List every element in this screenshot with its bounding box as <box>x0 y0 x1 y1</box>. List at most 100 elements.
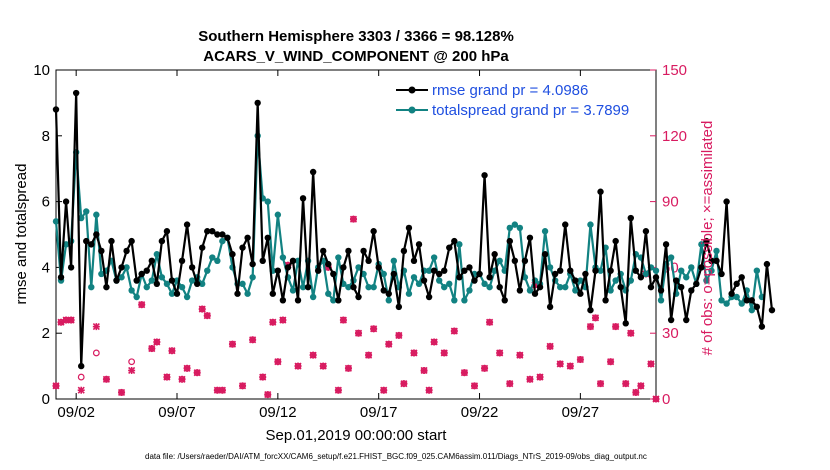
rmse-point <box>496 283 503 291</box>
totalspread-point <box>365 283 372 291</box>
obs-assimilated-marker <box>420 366 428 375</box>
totalspread-point <box>688 264 695 271</box>
totalspread-point <box>486 283 493 291</box>
rmse-point <box>425 293 433 301</box>
rmse-point <box>204 228 211 235</box>
rmse-point <box>592 267 599 274</box>
obs-assimilated-marker <box>349 215 358 223</box>
totalspread-point <box>209 254 216 261</box>
rmse-point <box>314 267 322 274</box>
totalspread-point <box>143 283 150 291</box>
y-tick-label: 8 <box>42 128 50 145</box>
rmse-point <box>259 257 266 265</box>
rmse-point <box>385 290 392 297</box>
totalspread-point <box>516 224 524 232</box>
obs-assimilated-marker <box>450 327 458 335</box>
rmse-point <box>577 290 584 297</box>
totalspread-point <box>748 306 755 314</box>
rmse-point <box>672 277 680 284</box>
obs-assimilated-marker <box>612 323 620 331</box>
obs-assimilated-marker <box>385 340 393 348</box>
rmse-point <box>390 270 398 278</box>
totalspread-point <box>330 297 337 304</box>
rmse-point <box>557 267 564 274</box>
obs-assimilated-marker <box>622 380 630 388</box>
rmse-point <box>395 303 403 311</box>
totalspread-point <box>133 293 140 301</box>
obs-assimilated-marker <box>203 312 211 320</box>
rmse-point <box>572 277 579 284</box>
rmse-point <box>355 293 362 301</box>
rmse-point <box>284 264 292 271</box>
rmse-point <box>133 277 140 284</box>
totalspread-point <box>264 198 271 205</box>
rmse-point <box>193 280 201 288</box>
obs-assimilated-marker <box>526 375 534 383</box>
rmse-point <box>274 267 282 274</box>
rmse-point <box>637 274 645 281</box>
rmse-point <box>72 89 80 97</box>
totalspread-point <box>168 290 176 297</box>
totalspread-point <box>481 280 488 288</box>
obs-assimilated-marker <box>92 323 100 331</box>
rmse-point <box>536 283 544 291</box>
totalspread-point <box>62 241 70 248</box>
totalspread-point <box>178 283 186 291</box>
rmse-point <box>118 264 125 271</box>
totalspread-point <box>572 287 579 294</box>
rmse-point <box>546 303 554 311</box>
totalspread-point <box>753 267 761 274</box>
rmse-point <box>531 290 539 297</box>
totalspread-point <box>627 277 634 284</box>
y2-tick-label: 0 <box>662 391 670 408</box>
rmse-point <box>345 247 352 255</box>
totalspread-point <box>299 283 307 291</box>
totalspread-point <box>718 297 725 304</box>
rmse-point <box>52 106 60 113</box>
obs-assimilated-marker <box>264 391 272 399</box>
rmse-point <box>98 247 105 255</box>
obs-assimilated-marker <box>627 329 635 337</box>
y-tick-label: 2 <box>42 325 50 342</box>
totalspread-point <box>385 297 392 304</box>
totalspread-point <box>370 283 377 291</box>
rmse-point <box>476 270 483 278</box>
totalspread-point <box>708 267 715 274</box>
y-tick-label: 0 <box>42 391 50 408</box>
rmse-point <box>708 257 715 265</box>
rmse-point <box>693 280 700 288</box>
rmse-point <box>123 247 130 255</box>
x-axis-label: Sep.01,2019 00:00:00 start <box>266 427 448 444</box>
totalspread-point <box>405 290 413 297</box>
totalspread-point <box>204 267 211 274</box>
totalspread-point <box>93 211 100 218</box>
obs-assimilated-marker <box>52 382 60 390</box>
totalspread-point <box>435 277 443 284</box>
obs-assimilated-marker <box>481 364 489 372</box>
rmse-point <box>173 290 181 297</box>
rmse-point <box>183 221 191 228</box>
rmse-point <box>103 283 110 291</box>
totalspread-point <box>52 218 60 225</box>
obs-assimilated-marker <box>556 360 564 368</box>
totalspread-point <box>199 280 206 288</box>
rmse-point <box>400 247 408 255</box>
totalspread-point <box>461 297 468 304</box>
rmse-point <box>430 267 438 274</box>
rmse-point <box>209 228 216 235</box>
rmse-point <box>380 287 387 294</box>
totalspread-point <box>244 290 251 297</box>
rmse-point <box>647 283 655 291</box>
totalspread-point <box>738 300 745 307</box>
rmse-point <box>330 270 337 278</box>
obs-assimilated-marker <box>440 349 448 357</box>
totalspread-point <box>390 257 398 265</box>
totalspread-point <box>219 237 226 245</box>
rmse-point <box>299 195 307 202</box>
rmse-point <box>758 323 766 330</box>
totalspread-point <box>587 221 594 228</box>
obs-assimilated-marker <box>344 364 353 372</box>
totalspread-point <box>98 270 105 278</box>
rmse-point <box>683 316 690 324</box>
rmse-point <box>451 237 458 245</box>
